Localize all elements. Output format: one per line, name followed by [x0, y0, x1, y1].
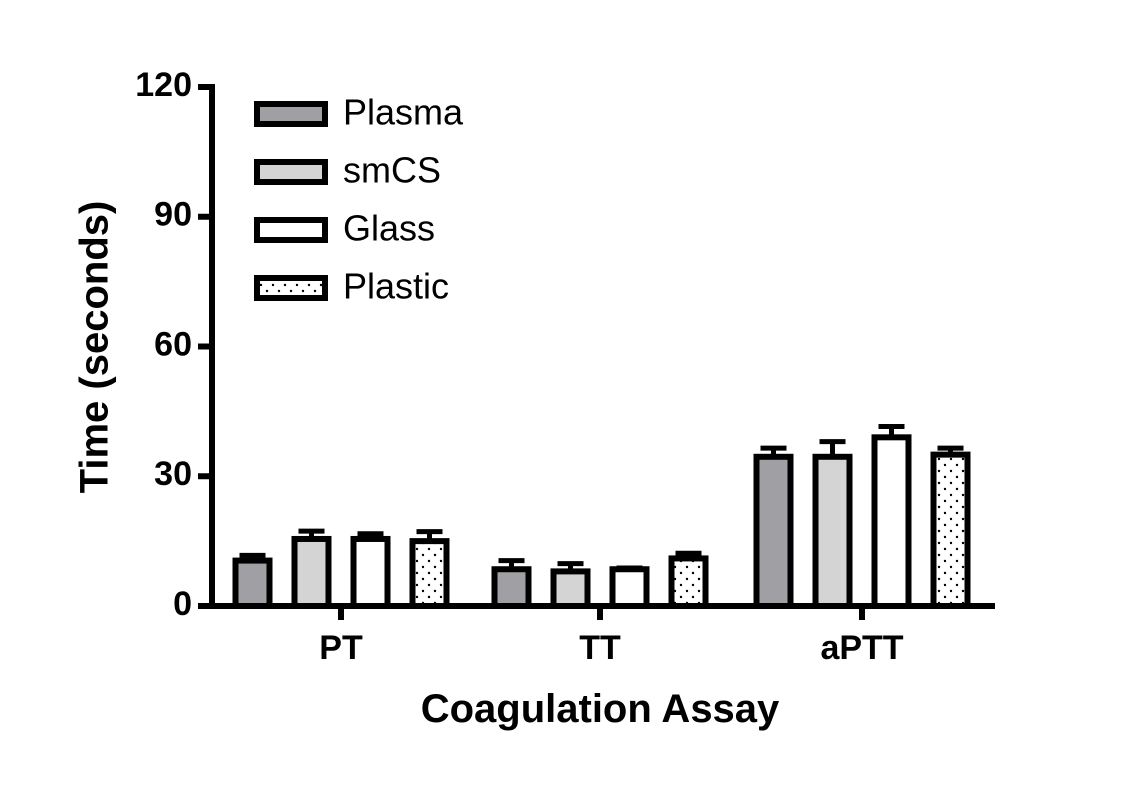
y-axis-label: Time (seconds) — [73, 201, 117, 494]
legend-swatch-smcs — [254, 159, 328, 185]
bar-plasma-tt — [491, 566, 532, 609]
bar-plasma-pt — [232, 557, 273, 610]
legend-swatch-plasma — [254, 101, 328, 127]
y-tick-label: 0 — [173, 585, 192, 623]
y-tick-label: 60 — [154, 325, 192, 363]
x-tick-label: TT — [579, 629, 621, 667]
legend-swatch-plastic — [254, 275, 328, 301]
x-axis-label: Coagulation Assay — [421, 687, 780, 731]
legend-label-smcs: smCS — [343, 150, 441, 191]
bar-glass-pt — [350, 535, 391, 610]
bar-plasma-aptt — [753, 453, 794, 609]
bar-smcs-pt — [291, 535, 332, 610]
x-tick-label: PT — [319, 629, 363, 667]
y-tick-label: 30 — [154, 455, 192, 493]
legend-label-glass: Glass — [343, 208, 435, 249]
bar-plastic-pt — [409, 538, 450, 609]
bar-glass-tt — [609, 566, 650, 609]
bar-plastic-tt — [668, 555, 709, 609]
legend-label-plasma: Plasma — [343, 92, 464, 133]
bar-plastic-aptt — [930, 451, 971, 609]
legend-label-plastic: Plastic — [343, 266, 449, 307]
legend-swatch-glass — [254, 217, 328, 243]
bar-glass-aptt — [871, 434, 912, 610]
plot-area: 0 30 60 90 120 PT TT aPTT — [135, 66, 995, 667]
y-tick-label: 90 — [154, 196, 192, 234]
bar-smcs-aptt — [812, 453, 853, 609]
legend: Plasma smCS Glass Plastic — [254, 92, 464, 307]
bar-smcs-tt — [550, 568, 591, 610]
x-tick-label: aPTT — [820, 629, 903, 667]
y-tick-label: 120 — [135, 66, 192, 104]
